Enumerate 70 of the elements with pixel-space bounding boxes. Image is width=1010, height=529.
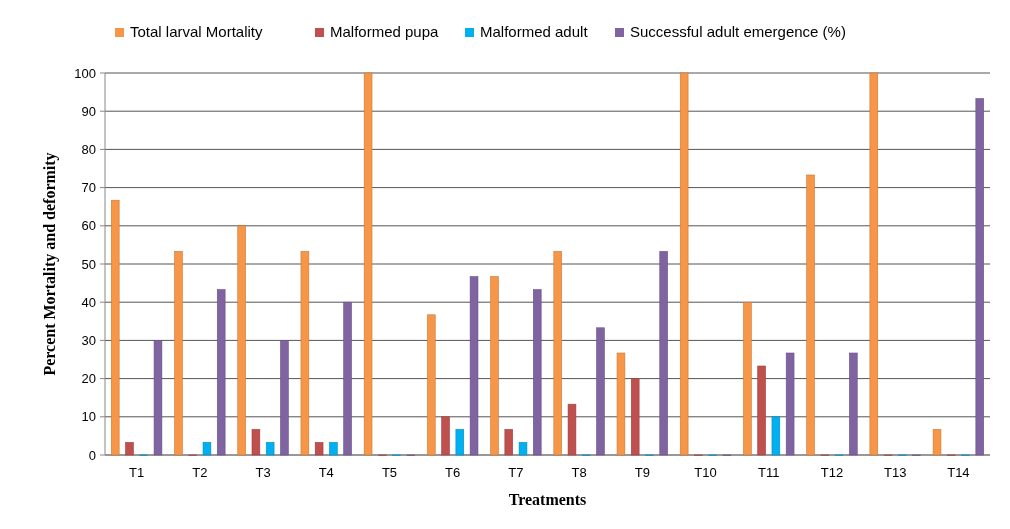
y-tick-label: 0 xyxy=(88,447,96,463)
bar xyxy=(441,416,450,456)
bar xyxy=(202,442,212,456)
y-tick-label: 40 xyxy=(81,294,96,310)
bar xyxy=(490,276,499,456)
y-tick-label: 60 xyxy=(81,218,96,234)
bar xyxy=(455,429,465,456)
bar xyxy=(314,442,324,456)
bar xyxy=(469,276,479,456)
bar xyxy=(504,429,513,456)
bar xyxy=(869,72,879,456)
y-tick-label: 10 xyxy=(81,409,96,425)
bar xyxy=(932,429,942,456)
x-tick-label: T2 xyxy=(192,465,208,480)
x-tick-label: T6 xyxy=(445,465,461,480)
legend-label: Malformed pupa xyxy=(330,23,440,40)
x-tick-label: T1 xyxy=(129,465,145,480)
bar xyxy=(630,378,640,456)
bar xyxy=(806,174,815,456)
bar xyxy=(785,352,795,456)
x-tick-label: T9 xyxy=(634,465,650,480)
legend-label: Malformed adult xyxy=(480,23,589,40)
bar xyxy=(518,442,528,456)
x-tick-label: T4 xyxy=(318,465,334,480)
bar xyxy=(679,72,689,456)
y-axis-title: Percent Mortality and deformity xyxy=(41,152,59,376)
bar xyxy=(343,301,352,456)
bar xyxy=(363,72,373,456)
bar xyxy=(265,442,275,456)
bar xyxy=(300,251,310,456)
x-tick-label: T11 xyxy=(758,465,780,480)
y-tick-label: 100 xyxy=(74,65,96,81)
x-tick-label: T8 xyxy=(571,465,587,480)
bar xyxy=(111,199,120,456)
y-tick-label: 90 xyxy=(81,103,96,119)
bar xyxy=(251,429,261,456)
y-tick-label: 80 xyxy=(81,141,96,157)
bar xyxy=(596,327,605,456)
legend-label: Successful adult emergence (%) xyxy=(630,23,846,40)
bar xyxy=(553,251,562,456)
bar xyxy=(237,225,246,456)
x-tick-label: T7 xyxy=(508,465,524,480)
bar xyxy=(427,314,436,456)
x-tick-label: T13 xyxy=(883,465,907,480)
bar xyxy=(771,416,781,456)
bar xyxy=(975,98,984,456)
bar xyxy=(567,403,577,456)
x-tick-label: T14 xyxy=(947,465,970,480)
bar xyxy=(616,352,626,456)
y-tick-label: 70 xyxy=(81,180,96,196)
x-tick-label: T3 xyxy=(255,465,271,480)
y-tick-label: 20 xyxy=(81,371,96,387)
bar xyxy=(174,251,183,456)
legend-label: Total larval Mortality xyxy=(130,23,264,40)
bar xyxy=(153,340,163,456)
bar xyxy=(216,289,226,456)
y-tick-label: 30 xyxy=(81,332,96,348)
bar xyxy=(533,289,542,456)
bar xyxy=(757,365,766,456)
y-tick-label: 50 xyxy=(81,256,96,272)
x-axis-title: Treatments xyxy=(508,491,587,508)
bar xyxy=(659,251,668,456)
bar xyxy=(743,301,752,456)
bar xyxy=(280,340,289,456)
x-tick-label: T12 xyxy=(820,465,844,480)
x-tick-label: T10 xyxy=(694,465,717,480)
bar xyxy=(125,442,134,456)
bar xyxy=(329,442,338,456)
x-tick-label: T5 xyxy=(381,465,398,480)
bar xyxy=(849,352,858,456)
